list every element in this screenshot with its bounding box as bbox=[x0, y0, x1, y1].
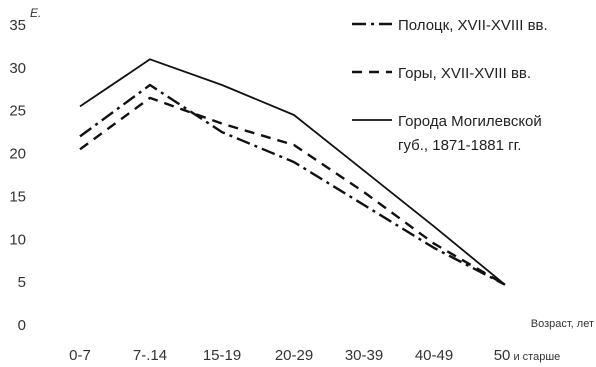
series-lines bbox=[79, 58, 506, 286]
x-tick-label: 7-.14 bbox=[133, 347, 167, 364]
series-line-mogilev bbox=[79, 58, 506, 286]
x-axis-label: Возраст, лет bbox=[531, 318, 594, 330]
legend-label-mogilev: Города Могилевской губ., 1871-1881 гг. bbox=[398, 113, 546, 154]
legend-label-polotsk: Полоцк, XVII-XVIII вв. bbox=[398, 17, 548, 34]
y-tick-label: 25 bbox=[9, 103, 26, 120]
y-axis-label: E. bbox=[30, 6, 41, 20]
y-tick-label: 30 bbox=[9, 60, 26, 77]
x-tick-label: 15-19 bbox=[203, 347, 241, 364]
x-tick-label: 40-49 bbox=[415, 347, 453, 364]
y-axis: 0 5 10 15 20 25 30 35 bbox=[9, 17, 26, 334]
legend-label-gory: Горы, XVII-XVIII вв. bbox=[398, 65, 531, 82]
legend: Полоцк, XVII-XVIII вв. Горы, XVII-XVIII … bbox=[352, 17, 548, 154]
y-tick-label: 10 bbox=[9, 231, 26, 248]
legend-label-mogilev-line1: Города Могилевской bbox=[398, 113, 542, 130]
y-tick-label: 0 bbox=[18, 317, 26, 334]
x-tick-label: 20-29 bbox=[275, 347, 313, 364]
x-tick-label: 30-39 bbox=[345, 347, 383, 364]
y-tick-label: 35 bbox=[9, 17, 26, 34]
legend-label-mogilev-line2: губ., 1871-1881 гг. bbox=[398, 137, 521, 154]
y-tick-label: 20 bbox=[9, 146, 26, 163]
x-tick-label: 50 и старше bbox=[494, 347, 561, 364]
x-tick-label: 0-7 bbox=[69, 347, 91, 364]
x-axis: 0-7 7-.14 15-19 20-29 30-39 40-49 50 и старше bbox=[69, 347, 560, 364]
y-tick-label: 15 bbox=[9, 188, 26, 205]
y-tick-label: 5 bbox=[18, 274, 26, 291]
